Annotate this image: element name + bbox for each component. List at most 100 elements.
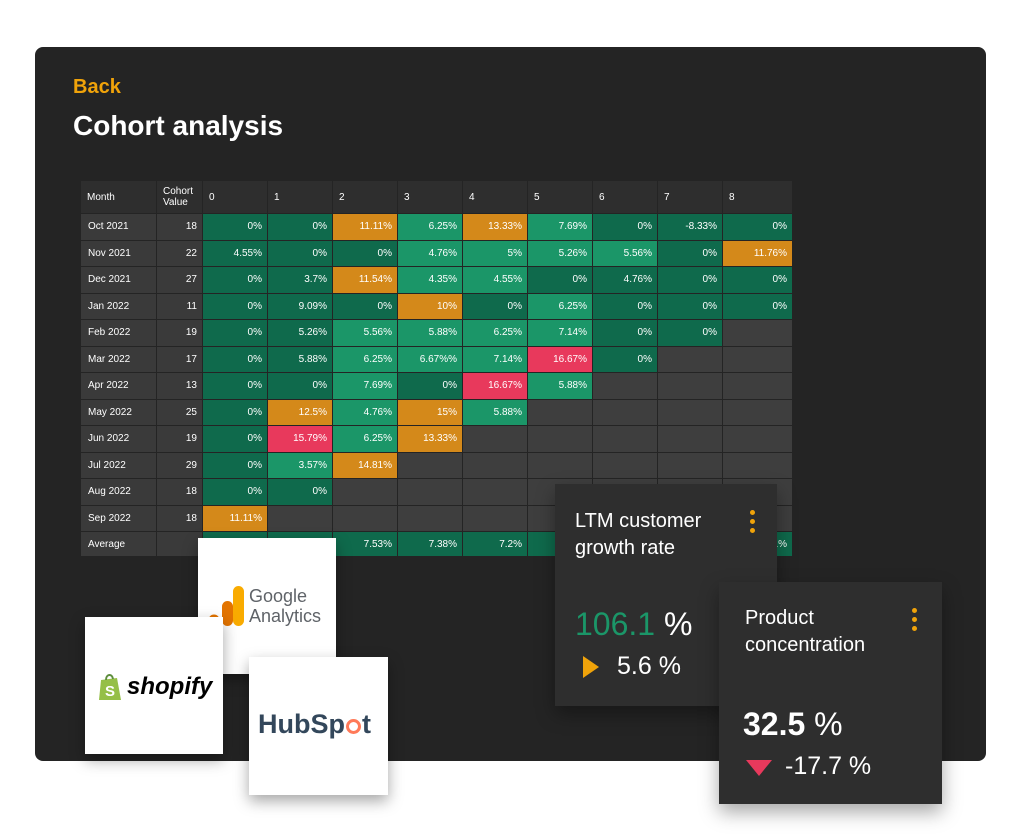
product-title-line1: Product [745,607,814,629]
ltm-change: 5.6 % [617,652,681,680]
retention-cell: 0% [202,345,268,373]
retention-cell [657,345,723,373]
row-cohort-value-cell: 11 [156,292,203,320]
retention-cell [722,319,793,347]
retention-cell: 0% [202,266,268,294]
retention-cell [462,425,528,453]
retention-cell [592,372,658,400]
table-row: Dec 2021 27 0% 3.7% 11.54% 4.35% 4.55% 0% 4.76% 0… [80,266,793,294]
retention-cell: 6.67%% [397,345,463,373]
retention-cell: 0% [202,319,268,347]
retention-cell: 0% [202,372,268,400]
hubspot-text-a: HubSp [258,709,345,739]
retention-cell [527,451,593,479]
retention-cell: 14.81% [332,451,398,479]
row-cohort-value-cell: 17 [156,345,203,373]
row-cohort-value-cell: 13 [156,372,203,400]
retention-cell: 6.25% [527,292,593,320]
shopify-text: shopify [127,673,213,700]
retention-cell [527,398,593,426]
header-period-3: 3 [397,180,463,214]
retention-cell: -8.33% [657,213,723,241]
retention-cell: 13.33% [397,425,463,453]
retention-cell: 0% [657,292,723,320]
header-period-1: 1 [267,180,333,214]
row-month-cell: Dec 2021 [80,266,157,294]
ltm-more-options-icon[interactable] [750,510,756,537]
row-month-cell: Jan 2022 [80,292,157,320]
retention-cell: 5.88% [527,372,593,400]
product-title-line2: concentration [745,634,866,656]
retention-cell: 0% [267,478,333,506]
row-cohort-value-cell: 22 [156,239,203,267]
ltm-value: 106.1 [575,606,656,642]
product-card-title: Product concentration [745,605,865,659]
retention-cell: 0% [592,345,658,373]
header-period-6: 6 [592,180,658,214]
table-row: Oct 2021 18 0% 0% 11.11% 6.25% 13.33% 7.69% 0% -8… [80,213,793,241]
shopify-bag-icon: S [99,674,121,700]
ltm-title-line2: growth rate [575,537,676,559]
retention-cell: 5.88% [267,345,333,373]
header-period-5: 5 [527,180,593,214]
retention-cell: 11.76% [722,239,793,267]
retention-cell [657,372,723,400]
retention-cell: 0% [527,266,593,294]
header-month: Month [80,180,157,214]
retention-cell: 3.7% [267,266,333,294]
retention-cell [657,398,723,426]
retention-cell: 7.53% [332,531,398,556]
analytics-text: Analytics [249,606,322,626]
retention-cell: 4.55% [202,239,268,267]
header-period-4: 4 [462,180,528,214]
row-cohort-value-cell: 27 [156,266,203,294]
row-month-cell: Feb 2022 [80,319,157,347]
retention-cell: 4.76% [332,398,398,426]
row-cohort-value-cell: 18 [156,213,203,241]
product-more-options-icon[interactable] [912,608,918,635]
hubspot-sprocket-icon [346,719,361,734]
retention-cell: 0% [462,292,528,320]
retention-cell: 0% [332,292,398,320]
ltm-title-line1: LTM customer [575,510,702,532]
retention-cell: 7.2% [462,531,528,556]
retention-cell [592,398,658,426]
retention-cell: 0% [202,451,268,479]
retention-cell: 0% [202,398,268,426]
row-month-cell: Jul 2022 [80,451,157,479]
retention-cell: 0% [332,239,398,267]
row-cohort-value-cell: 19 [156,425,203,453]
retention-cell: 0% [657,319,723,347]
header-period-2: 2 [332,180,398,214]
retention-cell: 11.11% [202,504,268,532]
row-month-cell: Sep 2022 [80,504,157,532]
retention-cell: 3.57% [267,451,333,479]
retention-cell: 11.11% [332,213,398,241]
retention-cell [462,478,528,506]
retention-cell [657,425,723,453]
product-value: 32.5 [743,706,806,742]
retention-cell: 6.25% [397,213,463,241]
google-text: Google [249,586,308,606]
header-period-7: 7 [657,180,723,214]
header-period-0: 0 [202,180,268,214]
ltm-card-title: LTM customer growth rate [575,508,701,562]
retention-cell [332,504,398,532]
retention-cell: 9.09% [267,292,333,320]
retention-cell: 5% [462,239,528,267]
retention-cell [397,451,463,479]
ltm-value-row: 106.1 % [575,606,692,643]
retention-cell: 6.25% [462,319,528,347]
retention-cell: 6.25% [332,345,398,373]
retention-cell [657,451,723,479]
retention-cell: 7.14% [527,319,593,347]
retention-cell: 0% [267,372,333,400]
retention-cell: 4.76% [397,239,463,267]
row-cohort-value-cell [156,531,203,556]
retention-cell: 0% [592,292,658,320]
back-link[interactable]: Back [73,76,121,98]
google-analytics-logo: Google Analytics [198,538,336,674]
retention-cell: 5.56% [592,239,658,267]
retention-cell: 4.76% [592,266,658,294]
retention-cell: 0% [722,213,793,241]
